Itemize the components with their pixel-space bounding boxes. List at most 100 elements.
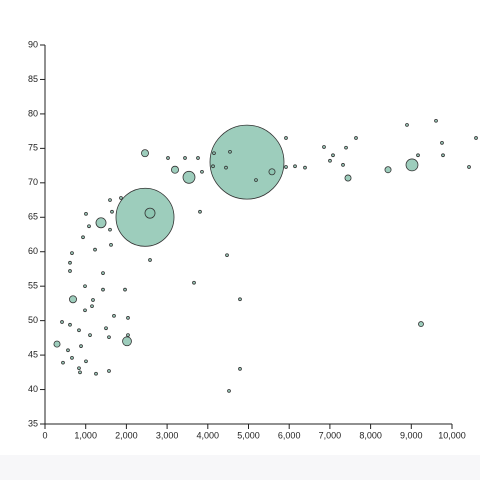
x-tick-label: 4,000 (197, 430, 220, 440)
x-tick-label: 3,000 (156, 430, 179, 440)
bubble (84, 359, 88, 364)
y-tick-label: 60 (28, 246, 38, 256)
bubble (211, 164, 215, 169)
bubble (148, 258, 152, 262)
bubble (384, 166, 392, 174)
bubble (107, 335, 111, 340)
x-tick-label: 9,000 (400, 430, 423, 440)
y-tick-label: 65 (28, 212, 38, 222)
y-tick-label: 70 (28, 177, 38, 187)
x-tick-label: 1,000 (74, 430, 97, 440)
bubble (123, 287, 127, 292)
bubble (77, 366, 81, 371)
bubble (108, 198, 112, 202)
bubble (68, 260, 72, 265)
bubble (69, 295, 77, 304)
bubble (94, 371, 98, 376)
bubble (322, 145, 326, 149)
bubble (79, 344, 83, 348)
x-tick-label: 6,000 (278, 430, 301, 440)
bubble (293, 164, 297, 169)
bubble (405, 123, 409, 127)
bubble (83, 284, 87, 289)
bubble (93, 247, 97, 252)
bubble (126, 316, 130, 320)
bubble (171, 165, 179, 174)
bubble (440, 140, 444, 145)
bubble (141, 149, 149, 158)
bubble (166, 156, 170, 160)
bubble (268, 168, 276, 176)
bubble (344, 174, 352, 182)
bubble (109, 242, 113, 247)
bubble (88, 333, 92, 337)
bubble (238, 297, 242, 302)
bubble (405, 158, 419, 172)
bubble (200, 169, 204, 174)
bubble (354, 136, 358, 140)
bubble (83, 308, 87, 313)
bubble (212, 151, 216, 156)
y-tick-label: 35 (28, 418, 38, 428)
bubble (144, 207, 156, 219)
bubble (68, 269, 72, 273)
bubble (284, 136, 288, 140)
bubble (108, 227, 112, 232)
bubble (107, 369, 111, 373)
bubble (119, 196, 123, 200)
bubble (60, 320, 64, 324)
x-tick-label: 10,000 (438, 430, 466, 440)
bubble (122, 336, 132, 347)
bubble (183, 156, 187, 160)
bubble (182, 170, 196, 184)
bubble (126, 333, 130, 337)
bubble (115, 187, 175, 247)
bubble (224, 165, 228, 170)
bubble (95, 217, 107, 229)
bubble (91, 298, 95, 302)
bubble (418, 321, 424, 327)
bubble (104, 326, 108, 331)
bubble (112, 313, 116, 318)
bubble (284, 165, 288, 169)
bubble (81, 235, 85, 240)
bubble (87, 224, 91, 229)
x-tick-label: 0 (42, 430, 47, 440)
bubble (77, 328, 81, 333)
y-tick-label: 40 (28, 384, 38, 394)
bubble (303, 165, 307, 170)
x-tick-label: 7,000 (319, 430, 342, 440)
bubble (416, 153, 420, 158)
bubble (84, 211, 88, 216)
x-tick-label: 5,000 (237, 430, 260, 440)
footer-band (0, 455, 480, 480)
bubble (238, 367, 242, 371)
bubble (209, 124, 285, 200)
bubble (441, 153, 445, 158)
bubble (198, 209, 202, 214)
bubble (434, 118, 438, 123)
y-tick-label: 50 (28, 315, 38, 325)
bubble (90, 304, 94, 309)
bubble (474, 136, 478, 140)
y-tick-label: 90 (28, 39, 38, 49)
bubble (228, 149, 232, 154)
bubble (344, 145, 348, 150)
x-tick-label: 8,000 (359, 430, 382, 440)
bubble (68, 322, 72, 327)
bubble (467, 165, 471, 169)
y-tick-label: 45 (28, 349, 38, 359)
y-tick-label: 85 (28, 74, 38, 84)
bubble (328, 158, 332, 163)
bubble (66, 348, 70, 353)
bubble (70, 251, 74, 255)
bubble (196, 156, 200, 160)
bubble (227, 389, 231, 393)
bubble (110, 209, 114, 214)
bubble (192, 280, 196, 285)
bubble (78, 370, 82, 375)
y-tick-label: 55 (28, 281, 38, 291)
bubble (53, 340, 61, 348)
bubble (70, 355, 74, 360)
bubble (331, 153, 335, 158)
